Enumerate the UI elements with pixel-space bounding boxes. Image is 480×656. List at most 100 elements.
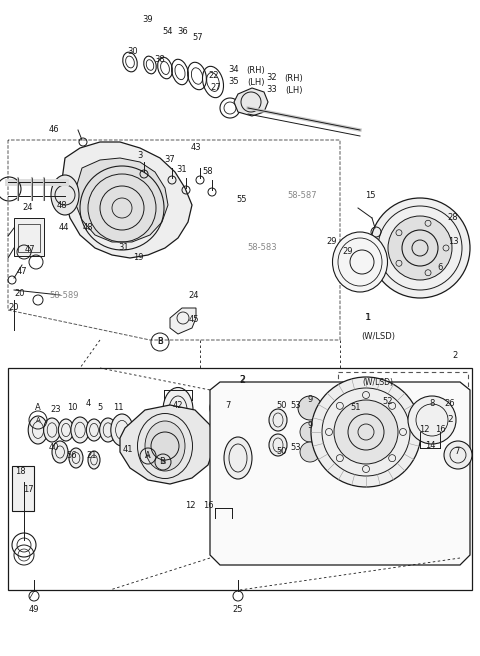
Text: 25: 25 <box>233 605 243 615</box>
Text: 53: 53 <box>291 443 301 453</box>
Text: 2: 2 <box>240 375 245 384</box>
Text: 44: 44 <box>59 224 69 232</box>
Text: 50: 50 <box>277 401 287 411</box>
Text: (LH): (LH) <box>247 77 265 87</box>
Text: 24: 24 <box>189 291 199 300</box>
Ellipse shape <box>44 418 60 442</box>
Text: 55: 55 <box>237 195 247 205</box>
Ellipse shape <box>163 388 193 432</box>
Circle shape <box>444 441 472 469</box>
Circle shape <box>298 396 322 420</box>
Ellipse shape <box>69 448 83 468</box>
Text: 31: 31 <box>177 165 187 174</box>
Text: 58: 58 <box>203 167 213 176</box>
Circle shape <box>210 390 246 426</box>
Text: 1: 1 <box>365 314 371 323</box>
Text: 50: 50 <box>277 447 287 457</box>
Text: 5: 5 <box>97 403 103 413</box>
Text: 18: 18 <box>15 468 25 476</box>
Text: 13: 13 <box>448 237 458 247</box>
Text: 1: 1 <box>365 314 371 323</box>
Text: 26: 26 <box>444 400 456 409</box>
Text: 2: 2 <box>452 350 457 359</box>
Text: 22: 22 <box>209 72 219 81</box>
Circle shape <box>300 422 320 442</box>
Polygon shape <box>62 142 192 258</box>
Text: 28: 28 <box>448 213 458 222</box>
Ellipse shape <box>269 434 287 456</box>
Ellipse shape <box>224 437 252 479</box>
Text: (RH): (RH) <box>247 66 265 75</box>
Bar <box>14 218 44 256</box>
Text: 53: 53 <box>291 401 301 411</box>
Polygon shape <box>120 405 215 484</box>
Text: 3: 3 <box>137 150 143 159</box>
Text: 57: 57 <box>192 33 204 41</box>
Text: A: A <box>146 453 150 459</box>
Text: 47: 47 <box>24 245 36 255</box>
Text: 40: 40 <box>49 443 59 453</box>
Text: A: A <box>36 417 40 423</box>
Text: 48: 48 <box>83 224 93 232</box>
Text: 9: 9 <box>307 422 312 430</box>
Text: 16: 16 <box>435 426 445 434</box>
Ellipse shape <box>86 419 102 441</box>
Circle shape <box>388 216 452 280</box>
Circle shape <box>358 390 418 450</box>
Text: 14: 14 <box>425 441 435 451</box>
Circle shape <box>300 442 320 462</box>
Ellipse shape <box>145 421 185 471</box>
Text: 58-587: 58-587 <box>287 190 317 199</box>
Text: 49: 49 <box>29 605 39 615</box>
Bar <box>18 224 40 252</box>
Text: B: B <box>157 337 163 346</box>
Text: 42: 42 <box>173 401 183 409</box>
Text: 8: 8 <box>429 400 435 409</box>
Text: 33: 33 <box>266 85 277 94</box>
Text: 7: 7 <box>225 401 231 411</box>
Text: 21: 21 <box>87 451 97 461</box>
Ellipse shape <box>71 417 89 443</box>
Text: 29: 29 <box>327 237 337 247</box>
Text: 51: 51 <box>351 403 361 413</box>
Ellipse shape <box>100 418 117 442</box>
Text: B: B <box>157 337 163 346</box>
Text: 23: 23 <box>51 405 61 415</box>
Text: 56: 56 <box>67 451 77 461</box>
Text: 43: 43 <box>191 144 201 152</box>
Text: B: B <box>159 457 165 466</box>
Circle shape <box>370 198 470 298</box>
Bar <box>12 466 34 511</box>
Text: 37: 37 <box>165 155 175 165</box>
Ellipse shape <box>51 175 79 215</box>
Text: 34: 34 <box>228 66 240 75</box>
Text: 45: 45 <box>189 316 199 325</box>
Text: (W/LSD): (W/LSD) <box>361 331 395 340</box>
Ellipse shape <box>333 232 387 292</box>
Text: 4: 4 <box>85 400 91 409</box>
Circle shape <box>311 377 421 487</box>
Text: 41: 41 <box>123 445 133 455</box>
Bar <box>8 368 472 590</box>
Ellipse shape <box>58 419 74 441</box>
Text: 58-583: 58-583 <box>247 243 277 253</box>
Text: 20: 20 <box>9 304 19 312</box>
Text: 48: 48 <box>57 201 67 209</box>
Text: 6: 6 <box>437 264 443 272</box>
Text: 38: 38 <box>155 56 166 64</box>
Text: (LH): (LH) <box>285 85 303 94</box>
Text: 2: 2 <box>239 375 245 385</box>
Text: 46: 46 <box>48 125 60 134</box>
Text: 35: 35 <box>228 77 240 87</box>
Text: 47: 47 <box>17 268 27 276</box>
Circle shape <box>408 396 456 444</box>
Polygon shape <box>210 382 470 565</box>
Bar <box>338 372 468 467</box>
Ellipse shape <box>111 414 133 446</box>
Text: 29: 29 <box>343 247 353 256</box>
Text: 58-589: 58-589 <box>49 291 79 300</box>
Text: 9: 9 <box>307 396 312 405</box>
Text: 36: 36 <box>178 28 188 37</box>
Text: 12: 12 <box>185 501 195 510</box>
Text: 32: 32 <box>267 73 277 83</box>
